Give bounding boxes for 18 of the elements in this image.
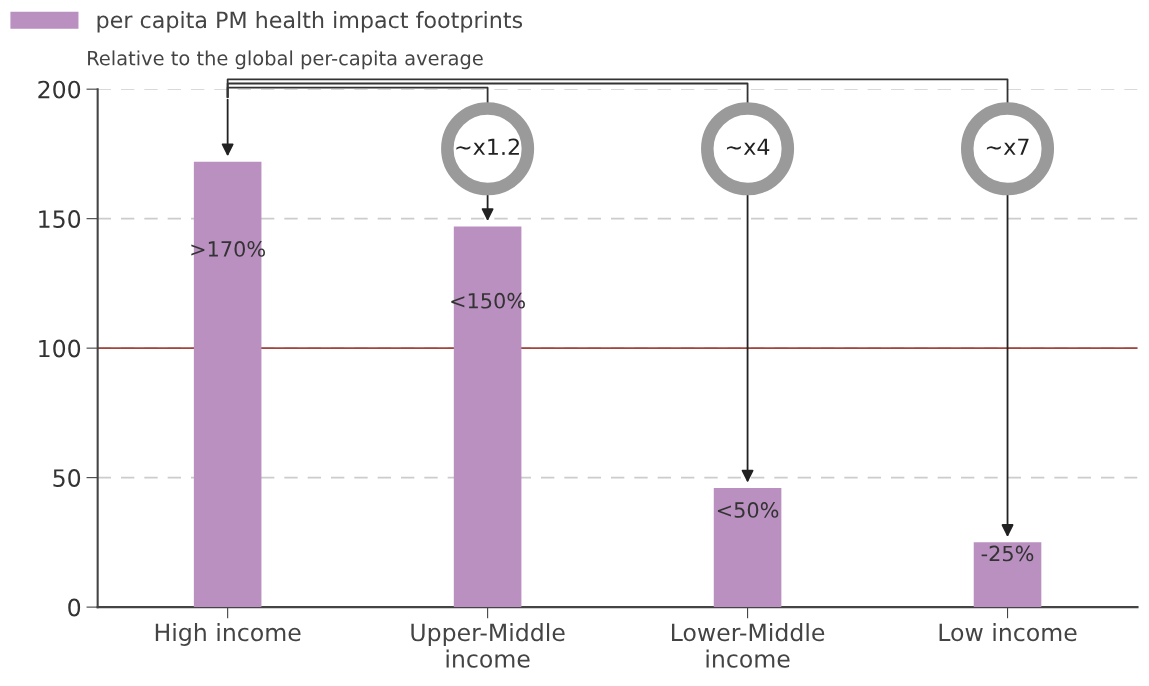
- y-tick-label: 200: [38, 80, 81, 99]
- legend-label: per capita PM health impact footprints: [97, 11, 523, 33]
- x-tick-label: Lower-Middle income: [672, 623, 825, 668]
- y-tick-label: 50: [53, 469, 81, 487]
- x-tick-label: Upper-Middle income: [411, 623, 565, 668]
- bar: [713, 487, 782, 608]
- text: <50%: [717, 502, 779, 518]
- text: -25%: [981, 545, 1034, 562]
- y-tick-label: 100: [39, 339, 81, 358]
- annotation: ~x4: [726, 138, 770, 155]
- y-tick-label: 150: [39, 210, 81, 228]
- annotation: ~x1.2: [456, 138, 519, 155]
- x-tick-label: High income: [155, 623, 301, 646]
- chart-subtitle: Relative to the global per-capita average: [88, 50, 483, 70]
- bar: [973, 542, 1042, 608]
- x-tick-label: Low income: [939, 623, 1077, 642]
- annotation: ~x7: [986, 138, 1029, 155]
- y-tick-label: 0: [68, 598, 81, 617]
